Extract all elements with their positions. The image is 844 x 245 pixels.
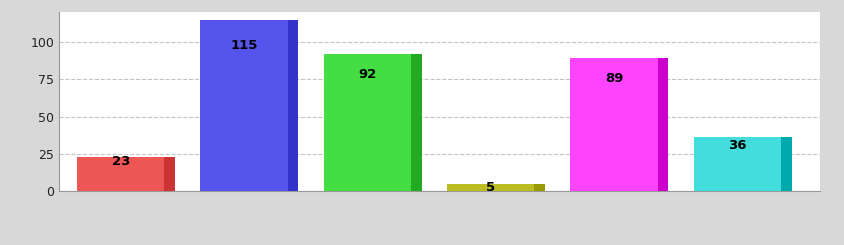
Text: 5: 5 xyxy=(485,181,495,194)
Bar xyxy=(165,157,175,191)
Bar xyxy=(323,54,411,191)
Bar xyxy=(288,20,298,191)
Bar xyxy=(693,137,780,191)
Bar xyxy=(570,59,657,191)
Bar xyxy=(77,155,175,157)
Bar xyxy=(200,13,298,20)
Text: 36: 36 xyxy=(728,139,746,152)
Text: 115: 115 xyxy=(230,39,257,52)
Bar xyxy=(446,183,544,184)
Text: 92: 92 xyxy=(358,68,376,81)
Bar xyxy=(77,157,165,191)
Bar xyxy=(534,184,544,191)
Bar xyxy=(411,54,421,191)
Bar xyxy=(657,59,668,191)
Text: 89: 89 xyxy=(604,72,623,85)
Bar xyxy=(446,184,534,191)
Bar xyxy=(200,20,288,191)
Bar xyxy=(693,135,791,137)
Text: 23: 23 xyxy=(111,156,130,169)
Bar xyxy=(780,137,791,191)
Bar xyxy=(570,53,668,59)
Bar xyxy=(323,49,421,54)
